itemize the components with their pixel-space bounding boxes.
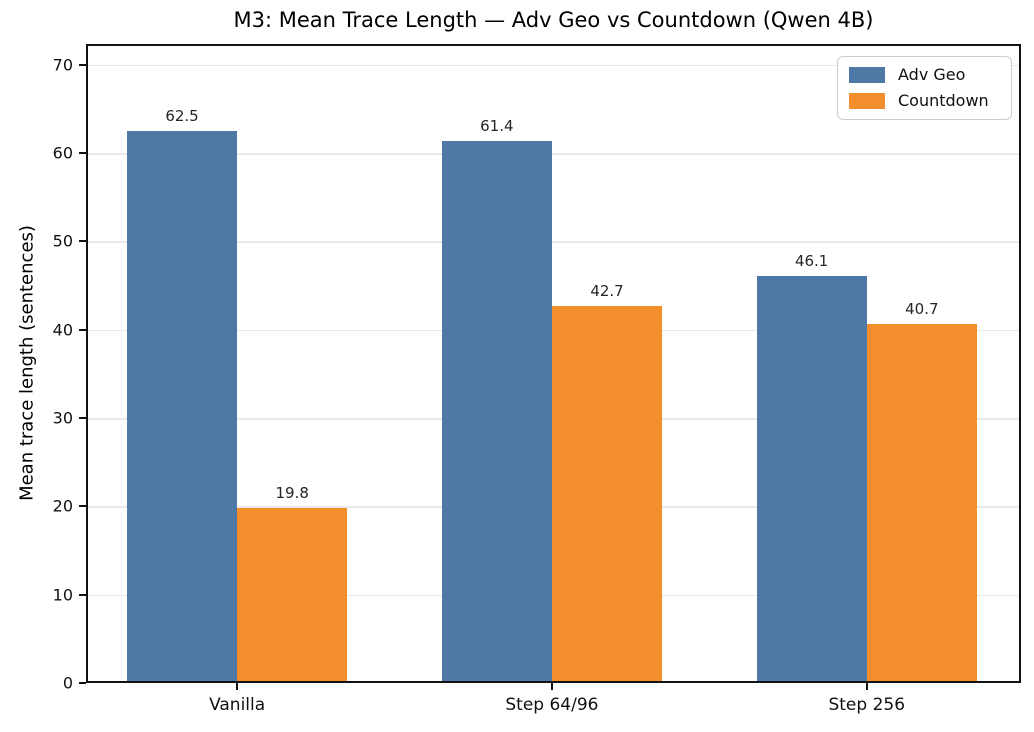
y-axis-label: Mean trace length (sentences): [16, 225, 38, 501]
chart-title: M3: Mean Trace Length — Adv Geo vs Count…: [233, 8, 874, 32]
bar-countdown-step-64-96: [551, 305, 663, 683]
legend-swatch-adv-geo: [849, 67, 885, 83]
bar-value-label: 62.5: [165, 106, 199, 125]
y-tick-mark: [79, 63, 86, 66]
legend-item-adv-geo: Adv Geo: [849, 65, 1000, 85]
x-tick-label-step-64-96: Step 64/96: [505, 695, 599, 715]
x-tick-mark: [865, 683, 868, 690]
bar-value-label: 61.4: [480, 116, 514, 135]
gridline: [86, 241, 1021, 243]
y-tick-mark: [79, 505, 86, 508]
bar-value-label: 42.7: [590, 281, 624, 300]
legend-label-adv-geo: Adv Geo: [898, 65, 966, 84]
bar-value-label: 19.8: [275, 484, 309, 503]
gridline: [86, 64, 1021, 67]
x-tick-mark: [236, 683, 239, 690]
y-tick-mark: [79, 152, 86, 155]
y-tick-label: 50: [52, 231, 73, 251]
y-tick-mark: [79, 328, 86, 331]
bar-countdown-step-256: [866, 323, 977, 683]
x-tick-label-vanilla: Vanilla: [209, 695, 266, 715]
y-tick-label: 10: [52, 585, 73, 605]
plot-area: 62.5 19.8 61.4 42.7 46.1 40.7: [86, 44, 1021, 683]
bar-adv-geo-step-64-96: [441, 140, 552, 683]
x-tick-label-step-256: Step 256: [828, 695, 906, 715]
y-tick-mark: [79, 240, 86, 243]
bar-value-label: 40.7: [905, 299, 939, 318]
y-tick-label: 40: [52, 320, 73, 340]
x-tick-mark: [550, 683, 553, 690]
legend-label-countdown: Countdown: [898, 91, 989, 110]
y-tick-label: 70: [52, 55, 73, 75]
y-tick-mark: [79, 593, 86, 596]
y-tick-mark: [79, 682, 86, 684]
bar-adv-geo-vanilla: [126, 131, 238, 683]
y-tick-mark: [79, 417, 86, 420]
legend: Adv Geo Countdown: [837, 56, 1012, 120]
y-tick-label: 30: [52, 408, 73, 428]
y-tick-label: 60: [52, 143, 73, 163]
bar-value-label: 46.1: [794, 251, 829, 270]
legend-item-countdown: Countdown: [849, 91, 1000, 111]
bar-adv-geo-step-256: [756, 275, 867, 683]
y-tick-label: 0: [62, 673, 73, 693]
y-tick-label: 20: [52, 496, 73, 516]
gridline: [86, 153, 1021, 155]
bar-countdown-vanilla: [237, 508, 348, 683]
legend-swatch-countdown: [849, 93, 885, 109]
